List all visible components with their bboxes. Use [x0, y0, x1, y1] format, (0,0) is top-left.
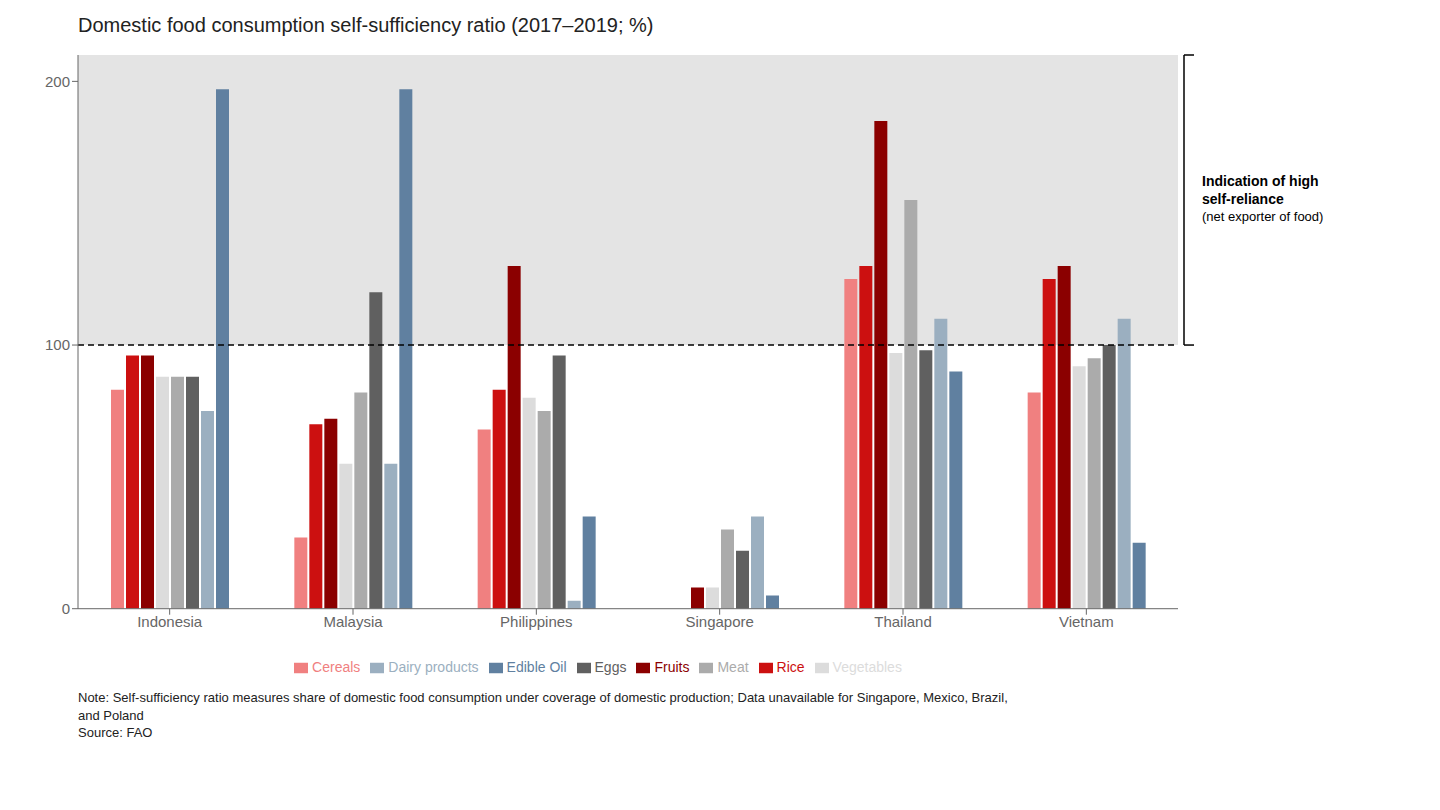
- html-text:Fruits: Fruits: [654, 658, 690, 675]
- html-text:Meat: Meat: [717, 658, 749, 675]
- svg-text:Thailand: Thailand: [874, 613, 932, 630]
- html-text:Dairy products: Dairy products: [388, 658, 479, 675]
- html-text:Note: Self-sufficiency ratio m: Note: Self-sufficiency ratio measures sh…: [78, 690, 1008, 741]
- svg-text:Indication of highself-relianc: Indication of highself-reliance(net expo…: [1202, 173, 1323, 225]
- svg-text:200: 200: [45, 73, 70, 90]
- svg-text:Singapore: Singapore: [685, 613, 753, 630]
- html-text:Cereals: Cereals: [312, 658, 361, 675]
- svg-text:100: 100: [45, 336, 70, 353]
- svg-text:Philippines: Philippines: [500, 613, 573, 630]
- svg-text:Malaysia: Malaysia: [323, 613, 383, 630]
- svg-text:Vietnam: Vietnam: [1059, 613, 1114, 630]
- html-text:Edible Oil: Edible Oil: [506, 658, 567, 675]
- svg-text:0: 0: [62, 600, 70, 617]
- svg-text:Indonesia: Indonesia: [137, 613, 203, 630]
- html-text:Rice: Rice: [776, 658, 805, 675]
- html-text:Eggs: Eggs: [594, 658, 627, 675]
- html-text:Domestic food consumption self: Domestic food consumption self-sufficien…: [78, 14, 654, 36]
- html-text:Vegetables: Vegetables: [832, 658, 902, 675]
